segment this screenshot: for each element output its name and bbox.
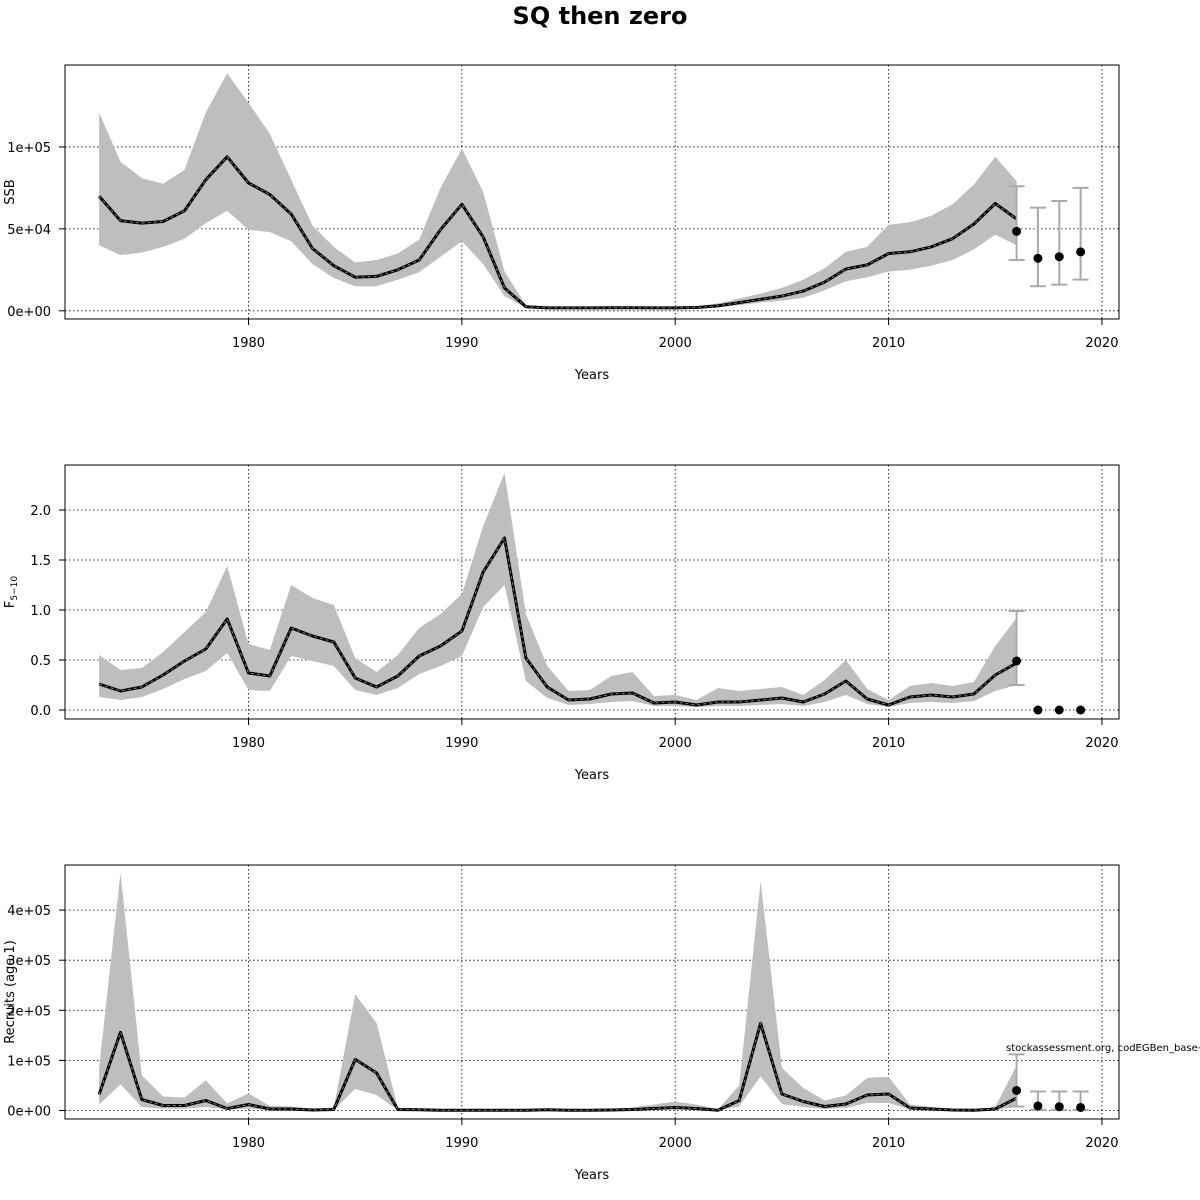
y-axis-label: Recruits (age 1) bbox=[3, 940, 18, 1044]
chart-panels: 1980 1990 2000 2010 2020 0e+00 5e+04 1e+05 Years… bbox=[3, 64, 1120, 1183]
x-tick-label: 1990 bbox=[445, 336, 478, 351]
x-axis-label: Years bbox=[574, 768, 610, 783]
x-axis-label: Years bbox=[574, 1168, 610, 1183]
forecast-point bbox=[1012, 656, 1022, 666]
x-axis-label: Years bbox=[574, 368, 610, 383]
panel-3: 1980 1990 2000 2010 2020 0e+00 1e+05 2e+05 3e+05… bbox=[3, 864, 1120, 1183]
y-tick-label: 5e+04 bbox=[7, 223, 51, 238]
panel-2: 1980 1990 2000 2010 2020 0.0 0.5 1.0 1.5 2.0 Years… bbox=[3, 464, 1120, 783]
confidence-band bbox=[99, 872, 1017, 1111]
estimate-line-dashed bbox=[98, 536, 1017, 706]
estimate-line-dashed bbox=[98, 156, 1017, 309]
forecast-point bbox=[1033, 253, 1043, 263]
y-tick-label: 1e+05 bbox=[7, 141, 51, 156]
forecast-point bbox=[1054, 1102, 1064, 1112]
forecast-point bbox=[1076, 247, 1086, 257]
plot-frame bbox=[64, 464, 1120, 720]
x-tick-label: 1980 bbox=[232, 336, 265, 351]
y-tick-label: 1e+05 bbox=[7, 1054, 51, 1069]
y-axis-label: F5−10 bbox=[3, 576, 20, 608]
forecast-point bbox=[1012, 1085, 1022, 1095]
forecast-point bbox=[1012, 226, 1022, 236]
forecast-point bbox=[1033, 705, 1043, 715]
x-tick-label: 1980 bbox=[232, 1136, 265, 1151]
x-tick-label: 1990 bbox=[445, 1136, 478, 1151]
forecast-point bbox=[1054, 705, 1064, 715]
forecast-point bbox=[1076, 1102, 1086, 1112]
plot-frame bbox=[64, 64, 1120, 320]
credit-text: stockassessment.org, codEGBen_base→ bbox=[1006, 1043, 1200, 1054]
forecast-point bbox=[1054, 252, 1064, 262]
y-axis-label: SSB bbox=[3, 179, 18, 204]
y-tick-label: 0e+00 bbox=[7, 1104, 51, 1119]
confidence-band bbox=[99, 473, 1017, 707]
panel-1: 1980 1990 2000 2010 2020 0e+00 5e+04 1e+05 Years… bbox=[3, 64, 1120, 383]
y-tick-label: 2e+05 bbox=[7, 1004, 51, 1019]
plot-frame bbox=[64, 864, 1120, 1120]
x-tick-label: 1990 bbox=[445, 736, 478, 751]
y-tick-label: 1.0 bbox=[30, 604, 51, 619]
y-tick-label: 1.5 bbox=[30, 554, 51, 569]
x-tick-label: 2000 bbox=[659, 736, 692, 751]
x-tick-label: 2020 bbox=[1085, 336, 1118, 351]
x-tick-label: 2010 bbox=[872, 336, 905, 351]
forecast-point bbox=[1033, 1101, 1043, 1111]
x-tick-label: 2010 bbox=[872, 736, 905, 751]
y-tick-label: 2.0 bbox=[30, 504, 51, 519]
x-tick-label: 2000 bbox=[659, 1136, 692, 1151]
confidence-band bbox=[99, 73, 1017, 309]
y-tick-label: 0e+00 bbox=[7, 305, 51, 320]
estimate-line-dashed bbox=[98, 1021, 1017, 1111]
y-tick-label: 3e+05 bbox=[7, 954, 51, 969]
y-tick-label: 0.5 bbox=[30, 654, 51, 669]
x-tick-label: 2010 bbox=[872, 1136, 905, 1151]
y-tick-label: 4e+05 bbox=[7, 904, 51, 919]
x-tick-label: 2000 bbox=[659, 336, 692, 351]
forecast-point bbox=[1076, 705, 1086, 715]
y-axis-label-subscript: 5−10 bbox=[10, 576, 20, 601]
chart-title: SQ then zero bbox=[513, 2, 688, 30]
x-tick-label: 2020 bbox=[1085, 736, 1118, 751]
x-tick-label: 2020 bbox=[1085, 1136, 1118, 1151]
x-tick-label: 1980 bbox=[232, 736, 265, 751]
y-tick-label: 0.0 bbox=[30, 704, 51, 719]
